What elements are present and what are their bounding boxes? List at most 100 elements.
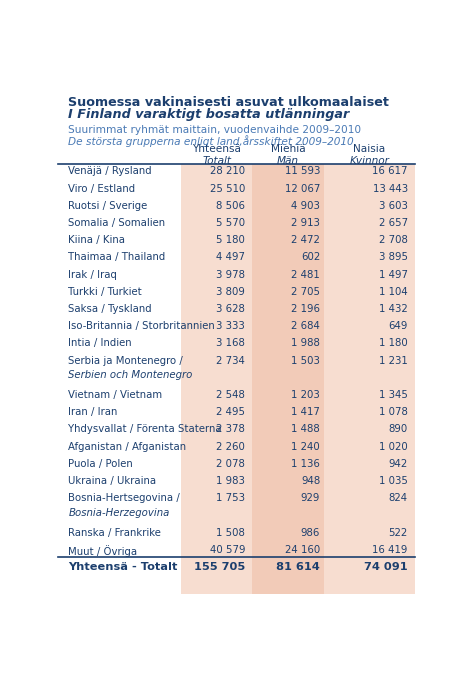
Text: Serbien och Montenegro: Serbien och Montenegro bbox=[68, 370, 193, 380]
Text: 1 988: 1 988 bbox=[291, 339, 320, 348]
Text: 1 104: 1 104 bbox=[379, 287, 408, 297]
Text: Kvinnor: Kvinnor bbox=[349, 156, 390, 167]
Text: 3 628: 3 628 bbox=[216, 304, 245, 314]
Text: Yhteensä: Yhteensä bbox=[192, 144, 241, 154]
Text: Puola / Polen: Puola / Polen bbox=[68, 459, 133, 468]
Text: Suurimmat ryhmät maittain, vuodenvaihde 2009–2010: Suurimmat ryhmät maittain, vuodenvaihde … bbox=[68, 126, 361, 135]
Text: Saksa / Tyskland: Saksa / Tyskland bbox=[68, 304, 152, 314]
Text: Miehiä: Miehiä bbox=[271, 144, 306, 154]
Text: 40 579: 40 579 bbox=[210, 545, 245, 555]
Text: 25 510: 25 510 bbox=[210, 184, 245, 193]
Text: 522: 522 bbox=[389, 528, 408, 538]
Text: I Finland varaktigt bosatta utlänningar: I Finland varaktigt bosatta utlänningar bbox=[68, 108, 349, 122]
Text: 2 913: 2 913 bbox=[291, 218, 320, 228]
Text: Bosnia-Herzegovina: Bosnia-Herzegovina bbox=[68, 508, 170, 518]
Text: 74 091: 74 091 bbox=[364, 562, 408, 572]
Text: 1 136: 1 136 bbox=[291, 459, 320, 468]
Text: Somalia / Somalien: Somalia / Somalien bbox=[68, 218, 165, 228]
Text: 8 506: 8 506 bbox=[216, 201, 245, 211]
Text: 5 180: 5 180 bbox=[216, 235, 245, 245]
FancyBboxPatch shape bbox=[324, 164, 415, 594]
Text: Yhdysvallat / Förenta Staterna: Yhdysvallat / Förenta Staterna bbox=[68, 424, 222, 435]
Text: 24 160: 24 160 bbox=[285, 545, 320, 555]
Text: 1 983: 1 983 bbox=[216, 476, 245, 486]
Text: 824: 824 bbox=[389, 493, 408, 503]
Text: 1 432: 1 432 bbox=[379, 304, 408, 314]
Text: 948: 948 bbox=[301, 476, 320, 486]
Text: Ranska / Frankrike: Ranska / Frankrike bbox=[68, 528, 161, 538]
Text: Ukraina / Ukraina: Ukraina / Ukraina bbox=[68, 476, 156, 486]
Text: 3 809: 3 809 bbox=[216, 287, 245, 297]
Text: 5 570: 5 570 bbox=[216, 218, 245, 228]
Text: 3 978: 3 978 bbox=[216, 269, 245, 280]
Text: 3 603: 3 603 bbox=[379, 201, 408, 211]
Text: 2 078: 2 078 bbox=[216, 459, 245, 468]
Text: Vietnam / Vietnam: Vietnam / Vietnam bbox=[68, 390, 162, 400]
Text: 1 240: 1 240 bbox=[291, 442, 320, 452]
FancyBboxPatch shape bbox=[181, 164, 252, 594]
Text: 2 472: 2 472 bbox=[291, 235, 320, 245]
Text: 2 705: 2 705 bbox=[291, 287, 320, 297]
Text: 1 497: 1 497 bbox=[379, 269, 408, 280]
Text: 942: 942 bbox=[389, 459, 408, 468]
Text: Intia / Indien: Intia / Indien bbox=[68, 339, 132, 348]
Text: 1 488: 1 488 bbox=[291, 424, 320, 435]
Text: Bosnia-Hertsegovina /: Bosnia-Hertsegovina / bbox=[68, 493, 180, 503]
Text: De största grupperna enligt land,årsskiftet 2009–2010: De största grupperna enligt land,årsskif… bbox=[68, 135, 354, 147]
Text: 929: 929 bbox=[301, 493, 320, 503]
Text: 4 497: 4 497 bbox=[216, 252, 245, 263]
Text: 1 180: 1 180 bbox=[379, 339, 408, 348]
Text: Viro / Estland: Viro / Estland bbox=[68, 184, 136, 193]
Text: 2 657: 2 657 bbox=[378, 218, 408, 228]
Text: 1 231: 1 231 bbox=[379, 356, 408, 366]
Text: Turkki / Turkiet: Turkki / Turkiet bbox=[68, 287, 142, 297]
Text: 890: 890 bbox=[389, 424, 408, 435]
Text: 2 378: 2 378 bbox=[216, 424, 245, 435]
Text: 28 210: 28 210 bbox=[210, 167, 245, 176]
Text: 2 196: 2 196 bbox=[291, 304, 320, 314]
Text: 3 333: 3 333 bbox=[217, 321, 245, 331]
Text: 12 067: 12 067 bbox=[285, 184, 320, 193]
Text: 11 593: 11 593 bbox=[285, 167, 320, 176]
Text: 2 734: 2 734 bbox=[216, 356, 245, 366]
Text: Serbia ja Montenegro /: Serbia ja Montenegro / bbox=[68, 356, 183, 366]
Text: 1 417: 1 417 bbox=[291, 407, 320, 417]
Text: Suomessa vakinaisesti asuvat ulkomaalaiset: Suomessa vakinaisesti asuvat ulkomaalais… bbox=[68, 96, 389, 109]
Text: 1 203: 1 203 bbox=[291, 390, 320, 400]
Text: Muut / Övriga: Muut / Övriga bbox=[68, 545, 137, 557]
Text: 2 260: 2 260 bbox=[216, 442, 245, 452]
Text: 986: 986 bbox=[301, 528, 320, 538]
Text: Venäjä / Rysland: Venäjä / Rysland bbox=[68, 167, 152, 176]
Text: Afganistan / Afganistan: Afganistan / Afganistan bbox=[68, 442, 186, 452]
FancyBboxPatch shape bbox=[252, 164, 324, 594]
Text: Thaimaa / Thailand: Thaimaa / Thailand bbox=[68, 252, 165, 263]
Text: 4 903: 4 903 bbox=[291, 201, 320, 211]
Text: 1 753: 1 753 bbox=[216, 493, 245, 503]
Text: Totalt: Totalt bbox=[202, 156, 231, 167]
Text: Yhteensä - Totalt: Yhteensä - Totalt bbox=[68, 562, 178, 572]
Text: 649: 649 bbox=[388, 321, 408, 331]
Text: 1 508: 1 508 bbox=[216, 528, 245, 538]
Text: 2 481: 2 481 bbox=[291, 269, 320, 280]
Text: 1 035: 1 035 bbox=[379, 476, 408, 486]
Text: Naisia: Naisia bbox=[353, 144, 385, 154]
Text: 81 614: 81 614 bbox=[277, 562, 320, 572]
Text: 2 708: 2 708 bbox=[379, 235, 408, 245]
Text: Iran / Iran: Iran / Iran bbox=[68, 407, 118, 417]
Text: 2 548: 2 548 bbox=[216, 390, 245, 400]
Text: Kiina / Kina: Kiina / Kina bbox=[68, 235, 125, 245]
Text: 16 617: 16 617 bbox=[372, 167, 408, 176]
Text: 3 895: 3 895 bbox=[379, 252, 408, 263]
Text: 1 345: 1 345 bbox=[379, 390, 408, 400]
Text: 2 684: 2 684 bbox=[291, 321, 320, 331]
Text: 155 705: 155 705 bbox=[194, 562, 245, 572]
Text: 1 078: 1 078 bbox=[379, 407, 408, 417]
Text: Iso-Britannia / Storbritannien: Iso-Britannia / Storbritannien bbox=[68, 321, 215, 331]
Text: 16 419: 16 419 bbox=[372, 545, 408, 555]
Text: 3 168: 3 168 bbox=[216, 339, 245, 348]
Text: Irak / Iraq: Irak / Iraq bbox=[68, 269, 117, 280]
Text: 13 443: 13 443 bbox=[372, 184, 408, 193]
Text: 602: 602 bbox=[301, 252, 320, 263]
Text: Män: Män bbox=[277, 156, 299, 167]
Text: 2 495: 2 495 bbox=[216, 407, 245, 417]
